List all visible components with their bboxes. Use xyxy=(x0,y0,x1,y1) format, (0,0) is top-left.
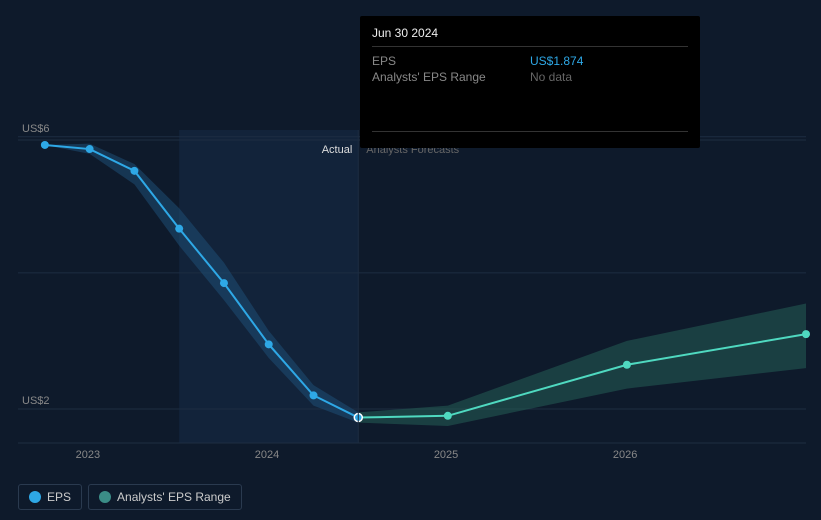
eps-marker[interactable] xyxy=(175,225,183,233)
legend-label: Analysts' EPS Range xyxy=(117,490,231,504)
tooltip-label: Analysts' EPS Range xyxy=(372,70,530,84)
range-area-forecast xyxy=(358,304,806,426)
eps-marker[interactable] xyxy=(802,330,810,338)
eps-marker[interactable] xyxy=(444,412,452,420)
tooltip-value: US$1.874 xyxy=(530,54,688,68)
legend-dot-icon xyxy=(29,491,41,503)
eps-marker[interactable] xyxy=(310,391,318,399)
tooltip-row-eps: EPS US$1.874 xyxy=(372,53,688,69)
tooltip-label: EPS xyxy=(372,54,530,68)
legend-dot-icon xyxy=(99,491,111,503)
legend-item-range[interactable]: Analysts' EPS Range xyxy=(88,484,242,510)
legend-label: EPS xyxy=(47,490,71,504)
eps-marker[interactable] xyxy=(220,279,228,287)
eps-marker[interactable] xyxy=(41,141,49,149)
tooltip-value: No data xyxy=(530,70,688,84)
chart-legend: EPS Analysts' EPS Range xyxy=(18,484,242,510)
chart-tooltip: Jun 30 2024 EPS US$1.874 Analysts' EPS R… xyxy=(360,16,700,148)
eps-marker[interactable] xyxy=(623,361,631,369)
tooltip-date: Jun 30 2024 xyxy=(372,26,688,40)
actual-region-shade xyxy=(179,130,358,443)
tooltip-row-range: Analysts' EPS Range No data xyxy=(372,69,688,85)
legend-item-eps[interactable]: EPS xyxy=(18,484,82,510)
eps-marker[interactable] xyxy=(265,340,273,348)
eps-marker[interactable] xyxy=(130,167,138,175)
eps-marker[interactable] xyxy=(86,145,94,153)
